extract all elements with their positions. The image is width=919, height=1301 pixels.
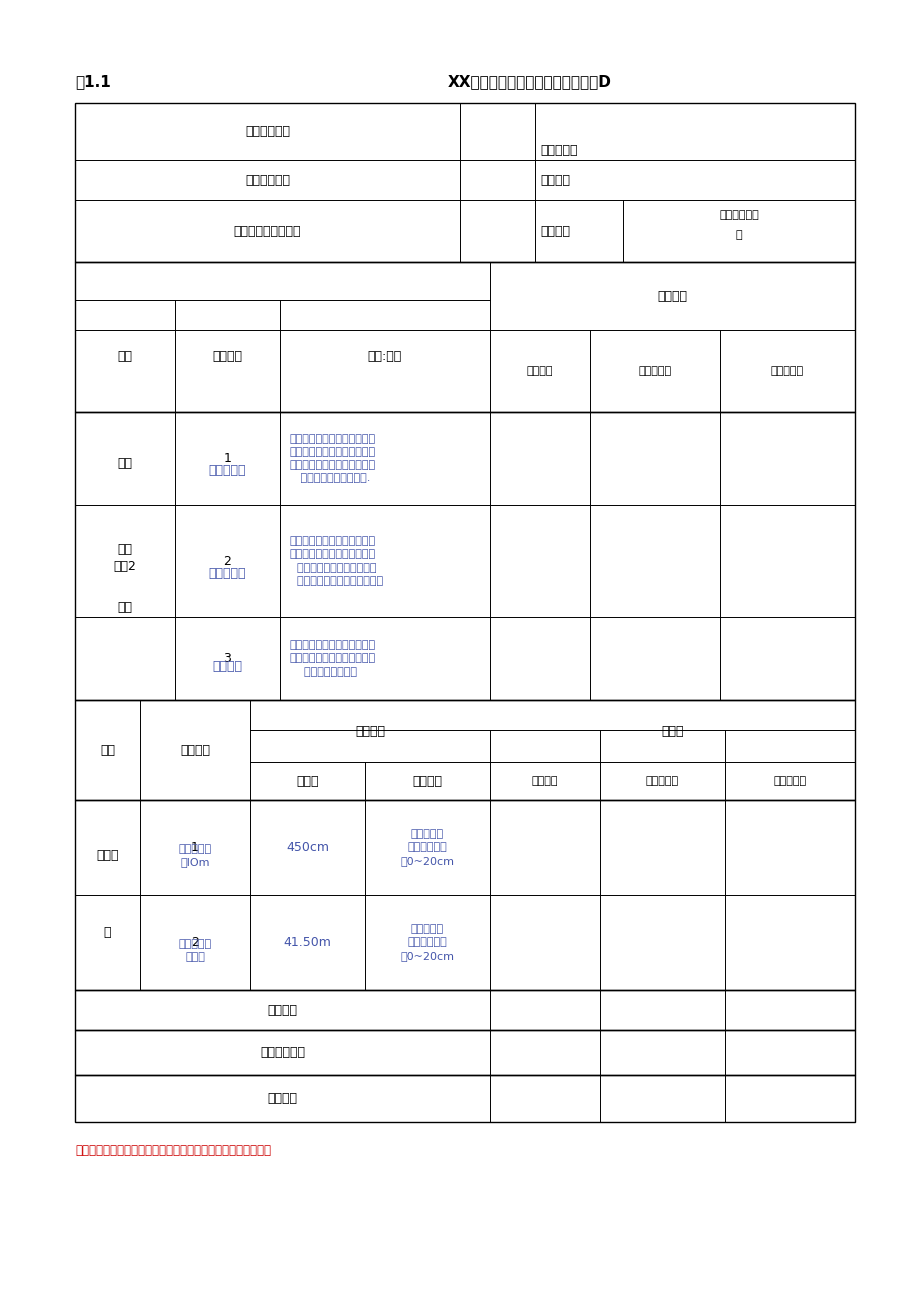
Text: 1: 1 bbox=[223, 451, 232, 464]
Text: 检验人员签字: 检验人员签字 bbox=[260, 1046, 305, 1059]
Bar bbox=[75, 700, 854, 800]
Text: 误差范围: 误差范围 bbox=[412, 774, 442, 787]
Text: 检验记录: 检验记录 bbox=[657, 290, 686, 303]
Text: 作业队复检: 作业队复检 bbox=[645, 775, 678, 786]
Text: 质量标准: 质量标准 bbox=[355, 725, 384, 738]
Text: 2: 2 bbox=[191, 935, 199, 948]
Text: 保护层开挖方式应符合设计要
求，在接近建基面时，宜使用
小型机具或人工挖除，不应扰
   动建基面以下的原地基.: 保护层开挖方式应符合设计要 求，在接近建基面时，宜使用 小型机具或人工挖除，不应… bbox=[289, 433, 376, 483]
Text: 设计值: 设计值 bbox=[296, 774, 318, 787]
Text: 保护层开挖: 保护层开挖 bbox=[209, 464, 246, 477]
Bar bbox=[75, 1030, 854, 1075]
Text: 长或宽不大
于IOm: 长或宽不大 于IOm bbox=[178, 844, 211, 866]
Text: 坑（槽）底
部标高: 坑（槽）底 部标高 bbox=[178, 939, 211, 963]
Text: 检验日期: 检验日期 bbox=[267, 1092, 297, 1105]
Text: 注：蓝色字体部分可根据对应项目的质量评定表要求进行修改。: 注：蓝色字体部分可根据对应项目的质量评定表要求进行修改。 bbox=[75, 1144, 271, 1157]
Text: 施工日期: 施工日期 bbox=[539, 225, 570, 238]
Text: 符合设计要
求，允许偏差
为0~20cm: 符合设计要 求，允许偏差 为0~20cm bbox=[400, 924, 454, 960]
Bar bbox=[75, 262, 854, 412]
Text: 质检科终检: 质检科终检 bbox=[773, 775, 806, 786]
Bar bbox=[75, 1075, 854, 1121]
Text: 2: 2 bbox=[223, 554, 232, 567]
Text: 目: 目 bbox=[104, 926, 111, 939]
Text: 作业队复检: 作业队复检 bbox=[638, 366, 671, 376]
Text: 实测值: 实测值 bbox=[661, 725, 683, 738]
Text: 表1.1: 表1.1 bbox=[75, 74, 110, 90]
Text: 日: 日 bbox=[735, 230, 742, 239]
Text: 单元工程名称、部位: 单元工程名称、部位 bbox=[233, 225, 301, 238]
Text: 41.50m: 41.50m bbox=[283, 935, 331, 948]
Text: 施工单位: 施工单位 bbox=[539, 173, 570, 186]
Text: 构筑物软基和土质岸坡开挖面
平顺。软基和土质岸坡与土质
  构筑物接触时，采用斜面连
  接，无台阶、急剧变坡及反坡: 构筑物软基和土质岸坡开挖面 平顺。软基和土质岸坡与土质 构筑物接触时，采用斜面连… bbox=[289, 536, 382, 585]
Bar bbox=[75, 412, 854, 700]
Text: 班组自检: 班组自检 bbox=[531, 775, 558, 786]
Text: 单位工程名称: 单位工程名称 bbox=[244, 125, 289, 138]
Bar bbox=[75, 103, 854, 262]
Bar bbox=[75, 800, 854, 990]
Text: 3: 3 bbox=[223, 652, 232, 665]
Text: 班组自检: 班组自检 bbox=[527, 366, 552, 376]
Text: 主控
项目2: 主控 项目2 bbox=[113, 543, 136, 572]
Text: 分部工程名称: 分部工程名称 bbox=[244, 173, 289, 186]
Text: 项目: 项目 bbox=[118, 601, 132, 614]
Text: 1: 1 bbox=[191, 840, 199, 853]
Text: 项次: 项次 bbox=[100, 743, 115, 756]
Text: 项次: 项次 bbox=[118, 350, 132, 363]
Text: 检验项目: 检验项目 bbox=[212, 350, 243, 363]
Text: 构筑物基础区及土质岸坡渗水
（含泉眼）妥善引排或封堵，
    建基面清洁无积水: 构筑物基础区及土质岸坡渗水 （含泉眼）妥善引排或封堵， 建基面清洁无积水 bbox=[289, 640, 376, 677]
Text: 建基面处理: 建基面处理 bbox=[209, 566, 246, 579]
Text: 检测项目: 检测项目 bbox=[180, 743, 210, 756]
Text: 质里:标准: 质里:标准 bbox=[368, 350, 402, 363]
Text: 质检科终检: 质检科终检 bbox=[770, 366, 803, 376]
Text: 单元工程量: 单元工程量 bbox=[539, 143, 577, 156]
Text: 450cm: 450cm bbox=[286, 840, 329, 853]
Text: 检验意见: 检验意见 bbox=[267, 1003, 297, 1016]
Bar bbox=[75, 990, 854, 1030]
Text: XX单元工程施工质量三检表（例表D: XX单元工程施工质量三检表（例表D bbox=[448, 74, 611, 90]
Text: 一般项: 一般项 bbox=[96, 850, 119, 863]
Text: 渗水处理: 渗水处理 bbox=[212, 660, 243, 673]
Text: 年月日～年月: 年月日～年月 bbox=[719, 209, 758, 220]
Text: 符合设计要
求，允许偏差
为0~20cm: 符合设计要 求，允许偏差 为0~20cm bbox=[400, 829, 454, 865]
Text: 主控: 主控 bbox=[118, 457, 132, 470]
